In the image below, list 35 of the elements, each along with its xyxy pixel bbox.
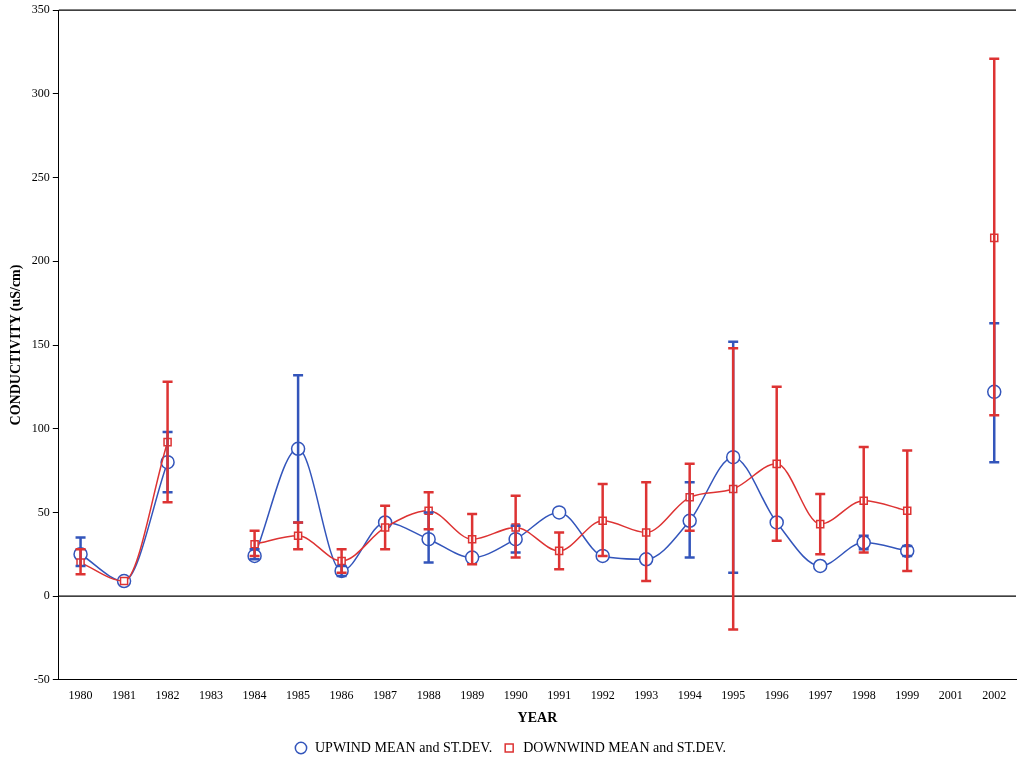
x-tick-label: 1989 [460, 688, 485, 703]
x-tick-label: 1991 [547, 688, 572, 703]
x-tick-label: 1985 [286, 688, 311, 703]
x-axis-title: YEAR [517, 710, 559, 726]
y-tick-label: 100 [31, 420, 50, 435]
y-tick-label: 0 [43, 588, 50, 603]
x-tick-label: 1981 [112, 688, 137, 703]
y-tick-label: 200 [31, 253, 50, 268]
legend-label: DOWNWIND MEAN and ST.DEV. [523, 739, 727, 755]
y-tick-label: -50 [33, 671, 50, 686]
y-tick-label: 50 [37, 504, 50, 519]
legend-label: UPWIND MEAN and ST.DEV. [314, 739, 493, 755]
x-tick-label: 1990 [503, 688, 528, 703]
x-tick-label: 1995 [721, 688, 746, 703]
x-tick-label: 1982 [155, 688, 180, 703]
x-tick-label: 1996 [764, 688, 789, 703]
x-tick-label: 1992 [590, 688, 615, 703]
x-tick-label: 1993 [634, 688, 659, 703]
y-tick-label: 250 [31, 169, 50, 184]
y-axis-title: CONDUCTIVITY (uS/cm) [8, 264, 25, 426]
y-tick-label: 300 [31, 86, 50, 101]
x-tick-label: 1988 [416, 688, 441, 703]
x-tick-label: 2001 [938, 688, 963, 703]
x-tick-label: 1980 [68, 688, 93, 703]
x-tick-label: 1983 [199, 688, 224, 703]
x-tick-label: 1999 [895, 688, 920, 703]
x-tick-label: 1997 [808, 688, 833, 703]
y-tick-label: 350 [31, 2, 50, 17]
x-tick-label: 2002 [982, 688, 1007, 703]
x-tick-label: 1998 [851, 688, 876, 703]
y-tick-label: 150 [31, 337, 50, 352]
x-tick-label: 1994 [677, 688, 702, 703]
x-tick-label: 1986 [329, 688, 354, 703]
x-tick-label: 1987 [373, 688, 398, 703]
x-tick-label: 1984 [242, 688, 267, 703]
